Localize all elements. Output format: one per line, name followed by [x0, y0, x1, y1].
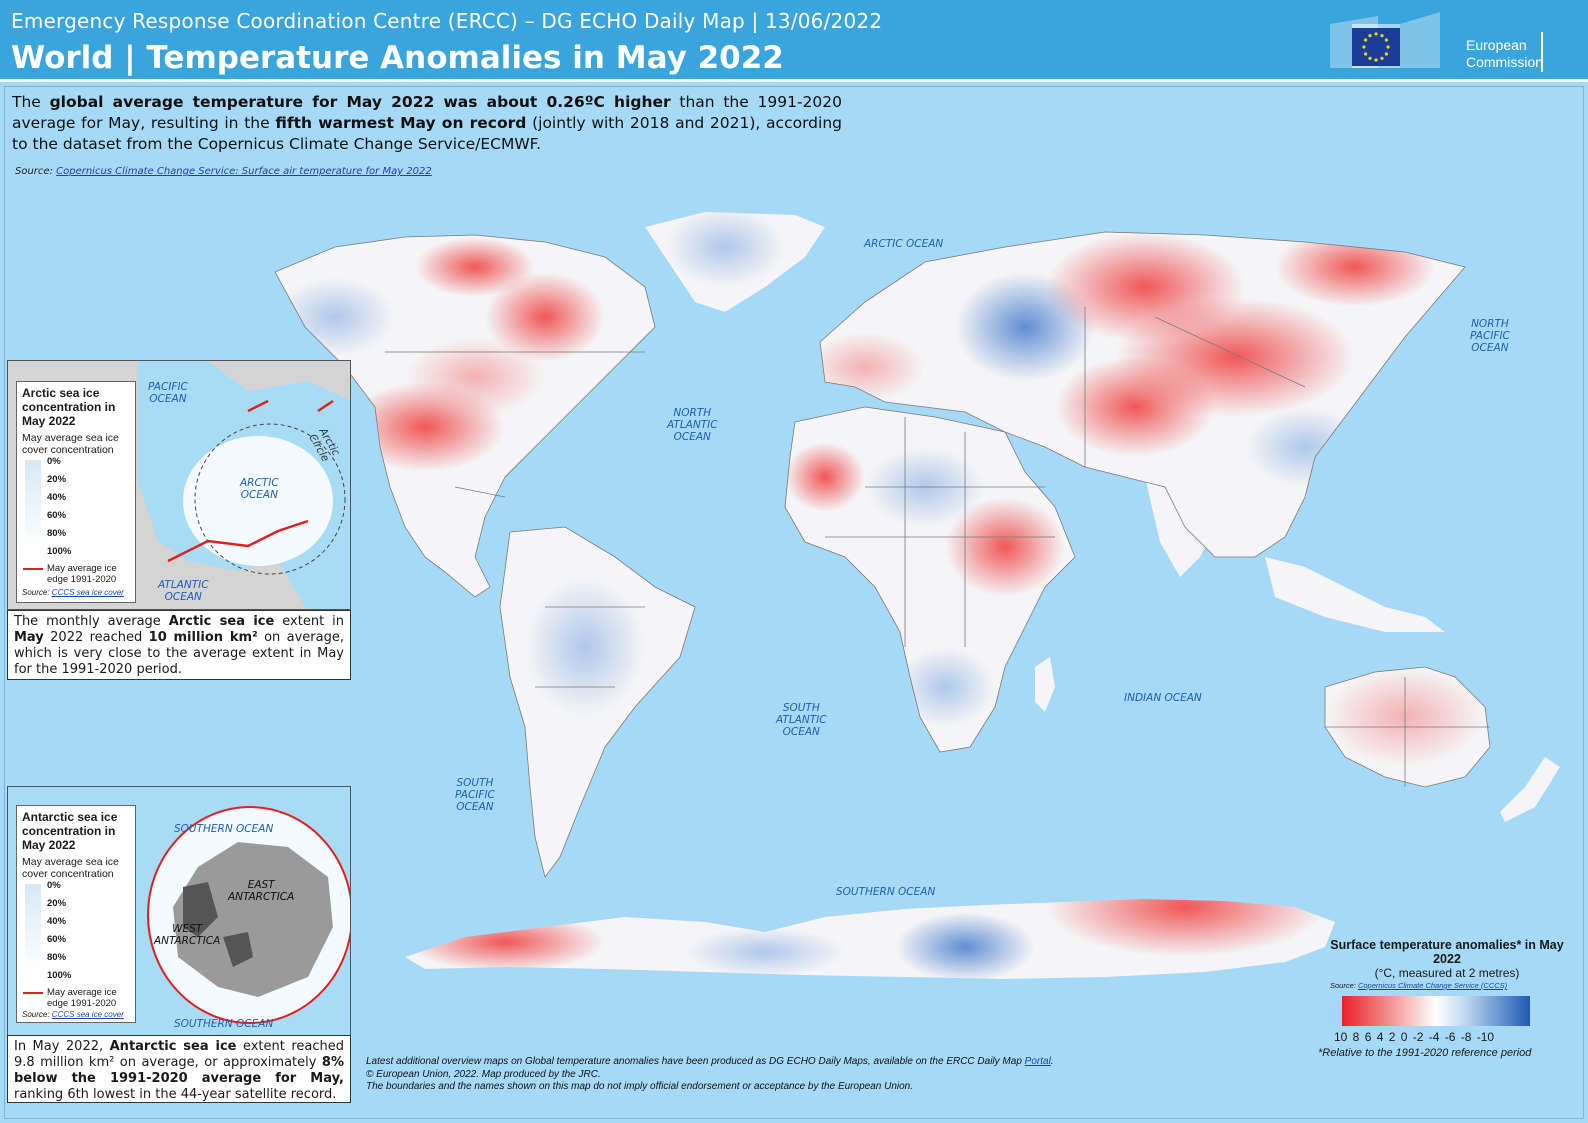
antarctic-inset-southern-top: SOUTHERN OCEAN — [174, 823, 273, 835]
arctic-legend-subtitle: May average sea ice cover concentration — [22, 432, 140, 456]
arctic-source-link[interactable]: CCCS sea ice cover — [52, 588, 124, 597]
antarctic-text: In May 2022, Antarctic sea ice extent re… — [7, 1035, 351, 1103]
antarctic-legend-source: Source: CCCS sea ice cover — [22, 1010, 124, 1019]
antarctic-legend-tick: 40% — [47, 916, 66, 927]
source-link[interactable]: Copernicus Climate Change Service: Surfa… — [56, 166, 432, 177]
label-south-pacific: SOUTH PACIFIC OCEAN — [455, 777, 495, 813]
temperature-legend-title: Surface temperature anomalies* in May 20… — [1320, 938, 1574, 966]
label-south-atlantic: SOUTH ATLANTIC OCEAN — [776, 702, 827, 738]
arctic-legend-tick: 60% — [47, 510, 66, 521]
label-indian-ocean: INDIAN OCEAN — [1124, 692, 1202, 704]
ice-edge-line — [23, 568, 43, 570]
arctic-text: The monthly average Arctic sea ice exten… — [7, 610, 351, 680]
page-title: World | Temperature Anomalies in May 202… — [11, 40, 784, 76]
footer-notes: Latest additional overview maps on Globa… — [366, 1056, 1054, 1094]
arctic-inset-arctic: ARCTIC OCEAN — [240, 477, 279, 501]
temperature-legend: Surface temperature anomalies* in May 20… — [1320, 938, 1574, 980]
temperature-legend-subtitle: (°C, measured at 2 metres) — [1320, 966, 1574, 980]
antarctic-legend-bar — [25, 884, 41, 972]
antarctic-legend-title: Antarctic sea ice concentration in May 2… — [22, 810, 140, 852]
cccs-link[interactable]: Copernicus Climate Change Service (CCCS) — [1358, 981, 1507, 990]
antarctic-legend-tick: 80% — [47, 952, 66, 963]
label-arctic-ocean: ARCTIC OCEAN — [864, 238, 943, 250]
label-north-pacific: NORTH PACIFIC OCEAN — [1470, 318, 1510, 354]
antarctic-inset: SOUTHERN OCEAN SOUTHERN OCEAN EAST ANTAR… — [7, 786, 351, 1036]
intro-source: Source: Copernicus Climate Change Servic… — [15, 166, 432, 177]
ice-edge-label: May average ice edge 1991-2020 — [47, 563, 133, 585]
antarctic-legend-tick: 60% — [47, 934, 66, 945]
arctic-inset-atlantic: ATLANTIC OCEAN — [158, 579, 209, 603]
antarctic-legend: Antarctic sea ice concentration in May 2… — [16, 805, 136, 1023]
antarctic-legend-tick: 0% — [47, 880, 61, 891]
footer-line-3: The boundaries and the names shown on th… — [366, 1081, 1054, 1094]
ice-edge-label: May average ice edge 1991-2020 — [47, 987, 133, 1009]
arctic-inset-pacific: PACIFIC OCEAN — [148, 381, 188, 405]
logo-text: European Commission — [1466, 37, 1543, 71]
header-banner: Emergency Response Coordination Centre (… — [0, 0, 1588, 82]
intro-text: The global average temperature for May 2… — [12, 92, 842, 155]
temperature-ticks: 10 8 6 4 2 0 -2 -4 -6 -8 -10 — [1334, 1030, 1544, 1044]
arctic-legend-tick: 80% — [47, 528, 66, 539]
label-north-atlantic: NORTH ATLANTIC OCEAN — [667, 407, 718, 443]
footer-line-1: Latest additional overview maps on Globa… — [366, 1056, 1054, 1069]
ice-edge-line — [23, 992, 43, 994]
arctic-legend-tick: 0% — [47, 456, 61, 467]
label-southern-ocean: SOUTHERN OCEAN — [836, 886, 935, 898]
arctic-inset: PACIFIC OCEAN ARCTIC OCEAN ATLANTIC OCEA… — [7, 360, 351, 610]
footer-line-2: © European Union, 2022. Map produced by … — [366, 1069, 1054, 1082]
reference-note: *Relative to the 1991-2020 reference per… — [1318, 1047, 1531, 1059]
antarctic-inset-southern-bottom: SOUTHERN OCEAN — [174, 1018, 273, 1030]
arctic-legend-tick: 20% — [47, 474, 66, 485]
antarctic-source-link[interactable]: CCCS sea ice cover — [52, 1010, 124, 1019]
west-antarctica-label: WEST ANTARCTICA — [154, 923, 220, 947]
arctic-legend-tick: 100% — [47, 546, 71, 557]
temperature-color-bar — [1342, 996, 1530, 1026]
portal-link[interactable]: Portal — [1025, 1056, 1051, 1067]
arctic-legend-tick: 40% — [47, 492, 66, 503]
east-antarctica-label: EAST ANTARCTICA — [228, 879, 294, 903]
header-subtitle: Emergency Response Coordination Centre (… — [11, 9, 882, 33]
arctic-legend: Arctic sea ice concentration in May 2022… — [16, 381, 136, 603]
antarctic-legend-subtitle: May average sea ice cover concentration — [22, 856, 140, 880]
arctic-legend-bar — [25, 460, 41, 548]
antarctic-legend-tick: 100% — [47, 970, 71, 981]
antarctic-legend-tick: 20% — [47, 898, 66, 909]
temperature-legend-source: Source: Copernicus Climate Change Servic… — [1330, 981, 1507, 990]
arctic-legend-source: Source: CCCS sea ice cover — [22, 588, 124, 597]
arctic-legend-title: Arctic sea ice concentration in May 2022 — [22, 386, 140, 428]
